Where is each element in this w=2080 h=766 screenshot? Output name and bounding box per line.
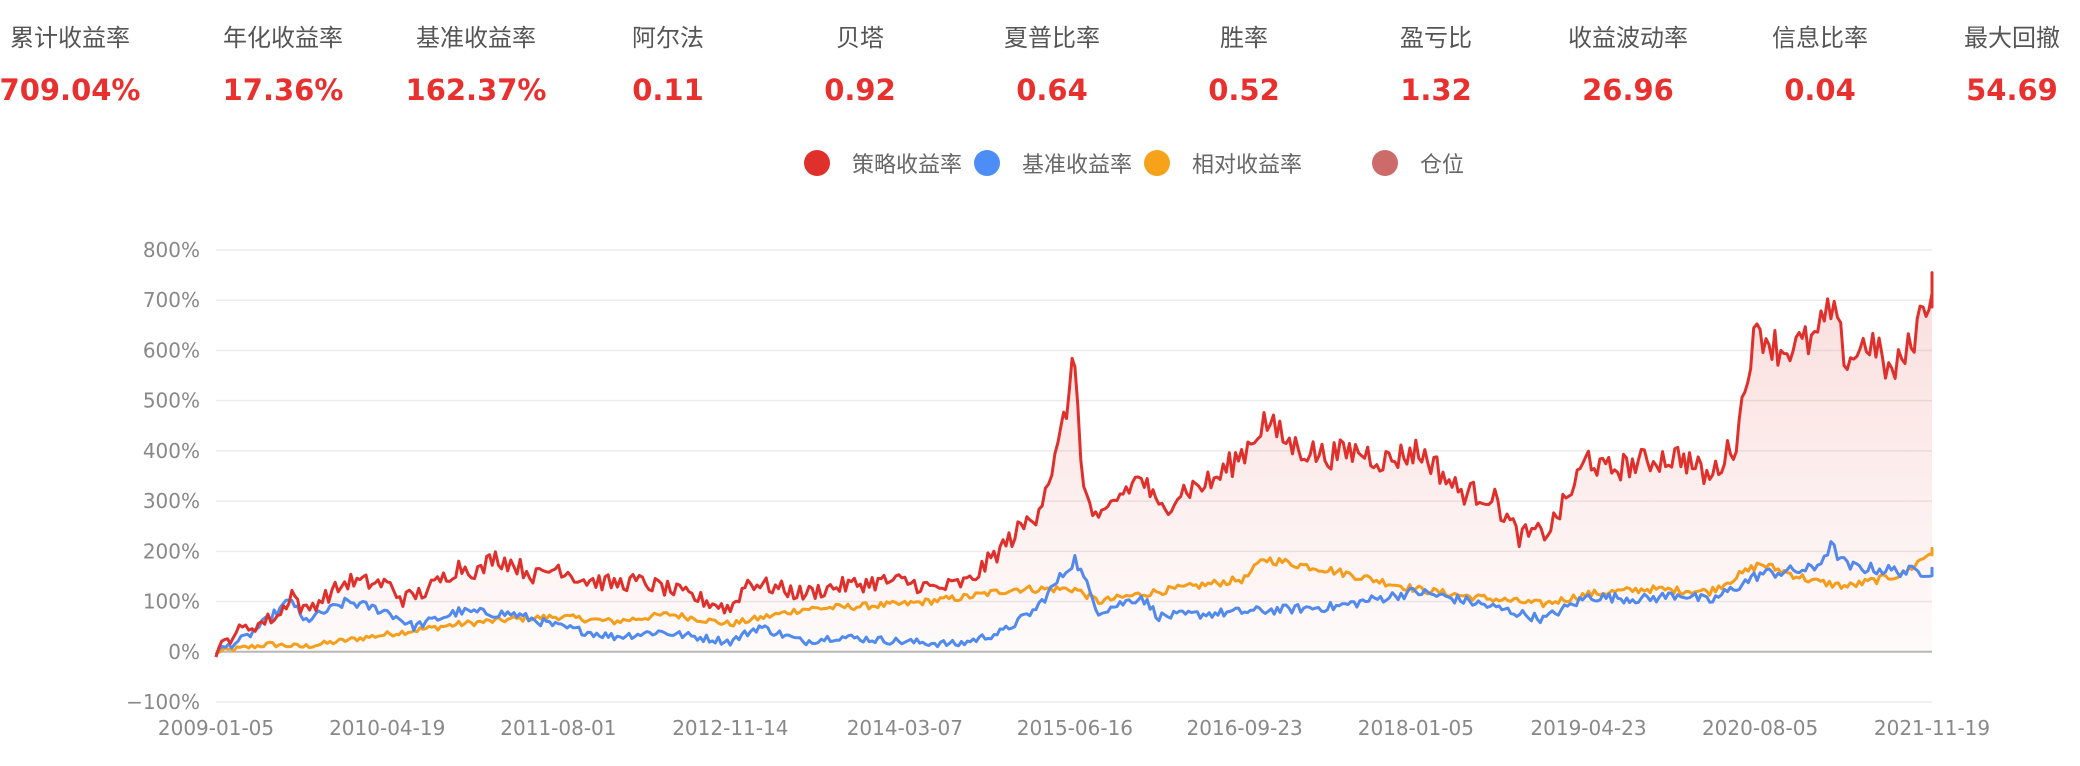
legend-label: 仓位: [1420, 153, 1465, 178]
stat-label: 盈亏比: [1400, 24, 1472, 52]
stat-benchmark-return: 基准收益率 162.37%: [366, 18, 586, 112]
stat-label: 贝塔: [836, 24, 884, 52]
x-tick-label: 2018-01-05: [1358, 716, 1474, 740]
stat-alpha: 阿尔法 0.11: [558, 18, 778, 112]
legend-label: 相对收益率: [1192, 153, 1303, 178]
stat-label: 夏普比率: [1004, 24, 1100, 52]
y-tick-label: 700%: [143, 288, 200, 312]
x-tick-label: 2012-11-14: [672, 716, 788, 740]
stat-value: 0.11: [632, 73, 704, 107]
stat-value: 1.32: [1400, 73, 1472, 107]
stat-cumulative-return: 累计收益率 709.04%: [0, 18, 180, 112]
stat-label: 收益波动率: [1568, 24, 1688, 52]
stat-label: 阿尔法: [632, 24, 704, 52]
stat-information-ratio: 信息比率 0.04: [1710, 18, 1930, 112]
legend-item-relative[interactable]: 相对收益率: [1144, 145, 1302, 181]
legend-dot-position: [1372, 150, 1398, 176]
y-tick-label: 800%: [143, 238, 200, 262]
stat-value: 0.52: [1208, 73, 1280, 107]
y-tick-label: 100%: [143, 590, 200, 614]
stat-label: 累计收益率: [10, 24, 130, 52]
legend-label: 策略收益率: [852, 153, 963, 178]
legend-dot-relative: [1144, 150, 1170, 176]
stat-return-volatility: 收益波动率 26.96: [1518, 18, 1738, 112]
y-tick-label: 0%: [168, 640, 200, 664]
legend-label: 基准收益率: [1022, 153, 1133, 178]
y-tick-label: 500%: [143, 389, 200, 413]
legend-dot-strategy: [804, 150, 830, 176]
stat-sharpe-ratio: 夏普比率 0.64: [942, 18, 1162, 112]
x-tick-label: 2015-06-16: [1017, 716, 1133, 740]
stats-bar: 累计收益率 709.04% 年化收益率 17.36% 基准收益率 162.37%…: [0, 0, 2080, 140]
x-tick-label: 2011-08-01: [500, 716, 616, 740]
series-area-strategy: [216, 272, 1932, 658]
x-tick-label: 2010-04-19: [329, 716, 445, 740]
x-tick-label: 2019-04-23: [1530, 716, 1646, 740]
stat-value: 54.69: [1966, 73, 2058, 107]
x-tick-label: 2009-01-05: [158, 716, 274, 740]
stat-beta: 贝塔 0.92: [750, 18, 970, 112]
y-tick-label: 300%: [143, 489, 200, 513]
y-tick-label: 200%: [143, 539, 200, 563]
x-tick-label: 2020-08-05: [1702, 716, 1818, 740]
stat-label: 基准收益率: [416, 24, 536, 52]
stat-profit-loss-ratio: 盈亏比 1.32: [1326, 18, 1546, 112]
stat-annualized-return: 年化收益率 17.36%: [173, 18, 393, 112]
x-tick-label: 2014-03-07: [847, 716, 963, 740]
stat-value: 26.96: [1582, 73, 1674, 107]
legend-item-position[interactable]: 仓位: [1372, 145, 1464, 181]
y-tick-label: −100%: [126, 690, 200, 714]
x-tick-label: 2016-09-23: [1187, 716, 1303, 740]
stat-max-drawdown: 最大回撤 54.69: [1902, 18, 2080, 112]
stat-value: 162.37%: [405, 73, 547, 107]
y-tick-label: 600%: [143, 338, 200, 362]
legend-item-benchmark[interactable]: 基准收益率: [974, 145, 1132, 181]
legend-item-strategy[interactable]: 策略收益率: [804, 145, 962, 181]
stat-label: 胜率: [1220, 24, 1268, 52]
series-line-strategy: [214, 271, 1934, 658]
x-tick-label: 2021-11-19: [1874, 716, 1990, 740]
stat-value: 0.92: [824, 73, 896, 107]
stat-label: 信息比率: [1772, 24, 1868, 52]
stat-value: 17.36%: [222, 73, 344, 107]
chart-legend: 策略收益率 基准收益率 相对收益率 仓位: [0, 145, 2080, 181]
stat-label: 最大回撤: [1964, 24, 2060, 52]
y-tick-label: 400%: [143, 439, 200, 463]
legend-dot-benchmark: [974, 150, 1000, 176]
stat-value: 709.04%: [0, 73, 141, 107]
stat-win-rate: 胜率 0.52: [1134, 18, 1354, 112]
stat-label: 年化收益率: [223, 24, 343, 52]
stat-value: 0.64: [1016, 73, 1088, 107]
stat-value: 0.04: [1784, 73, 1856, 107]
